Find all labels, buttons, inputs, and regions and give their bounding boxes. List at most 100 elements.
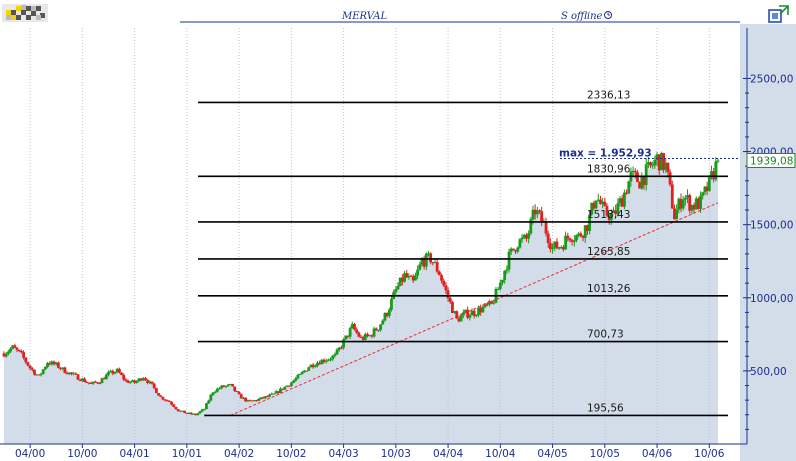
candle-up: [703, 185, 707, 196]
candle-down: [440, 273, 443, 284]
candle-up: [655, 151, 659, 167]
candle-up: [257, 398, 261, 402]
candle-down: [579, 231, 583, 238]
candle-down: [144, 377, 147, 381]
candle-up: [710, 165, 713, 180]
candle-down: [666, 162, 670, 178]
candle-down: [59, 367, 62, 371]
candle-up: [640, 172, 644, 190]
candle-up: [559, 245, 563, 250]
candle-down: [157, 392, 160, 396]
expand-window-icon[interactable]: [768, 4, 790, 24]
candle-down: [485, 302, 489, 307]
candle-down: [20, 349, 23, 354]
candle-down: [692, 202, 696, 213]
x-axis: 04/00 10/00 04/01 10/01 04/02 10/02 04/03 10/03…: [0, 443, 747, 460]
x-tick-label: 04/02: [224, 448, 254, 460]
candle-down: [668, 169, 672, 187]
candle-down: [133, 380, 137, 384]
candle-down: [346, 335, 350, 339]
candle-down: [120, 372, 123, 376]
x-tick-label: 04/00: [15, 448, 45, 460]
candle-down: [222, 384, 226, 388]
candle-down: [446, 287, 450, 302]
candle-up: [518, 238, 522, 249]
candle-down: [85, 380, 89, 383]
fib-level-label: 1265,85: [587, 246, 630, 258]
candle-down: [670, 180, 674, 209]
candle-down: [353, 322, 356, 331]
candle-down: [261, 396, 265, 400]
candle-up: [644, 158, 648, 191]
x-tick-label: 10/06: [694, 448, 725, 460]
candle-up: [41, 369, 45, 375]
x-tick-label: 10/04: [485, 448, 516, 460]
candle-up: [6, 349, 10, 356]
candle-down: [411, 274, 415, 283]
candle-up: [414, 272, 417, 281]
candle-up: [612, 207, 615, 213]
candle-down: [126, 379, 130, 384]
candle-up: [259, 397, 263, 400]
candle-up: [664, 158, 668, 173]
candle-down: [544, 217, 548, 237]
candle-down: [163, 398, 167, 402]
candle-down: [76, 374, 80, 380]
candle-up: [289, 381, 293, 388]
x-tick-label: 04/06: [642, 448, 673, 460]
candle-up: [675, 204, 679, 220]
candle-down: [159, 394, 163, 398]
candle-up: [148, 380, 152, 385]
candle-down: [405, 269, 409, 279]
candle-up: [196, 412, 200, 416]
candle-down: [548, 238, 552, 253]
candle-up: [416, 265, 419, 280]
candle-up: [50, 360, 54, 366]
candle-up: [329, 357, 332, 362]
candle-down: [183, 410, 187, 413]
candle-up: [350, 321, 354, 329]
candle-down: [185, 412, 189, 414]
candle-up: [707, 175, 711, 192]
candle-up: [368, 334, 372, 337]
candle-down: [176, 409, 180, 412]
candle-down: [70, 372, 73, 376]
candle-up: [35, 373, 39, 376]
candle-up: [131, 379, 134, 383]
candle-down: [355, 327, 359, 335]
candle-down: [26, 361, 30, 367]
fibonacci-levels: 2336,13 1830,96 1518,43 1265,85 1013,26 700,7…: [198, 89, 728, 417]
candle-up: [202, 408, 206, 411]
candle-down: [165, 399, 169, 402]
candle-down: [63, 366, 67, 374]
y-axis-panel: [740, 24, 796, 461]
candle-up: [9, 347, 12, 354]
candle-down: [400, 274, 404, 286]
candle-up: [474, 314, 478, 318]
candle-up: [407, 273, 411, 280]
candle-up: [509, 247, 513, 255]
candle-up: [681, 195, 685, 211]
fib-level-label: 700,73: [587, 329, 624, 341]
candle-down: [673, 204, 676, 220]
candle-down: [431, 262, 435, 266]
candle-down: [662, 152, 665, 174]
candle-up: [520, 233, 524, 243]
clock-icon: [604, 11, 612, 19]
candle-up: [213, 390, 217, 394]
candle-down: [540, 206, 544, 227]
candle-up: [109, 369, 113, 373]
candle-down: [150, 381, 154, 385]
candle-up: [618, 196, 622, 207]
candle-down: [625, 189, 628, 195]
candle-down: [366, 332, 369, 338]
candle-up: [394, 286, 398, 296]
candle-up: [80, 377, 84, 382]
candle-down: [605, 203, 609, 218]
candle-down: [98, 381, 102, 385]
candle-up: [274, 389, 278, 394]
candle-down: [244, 397, 248, 403]
candle-down: [466, 306, 470, 320]
